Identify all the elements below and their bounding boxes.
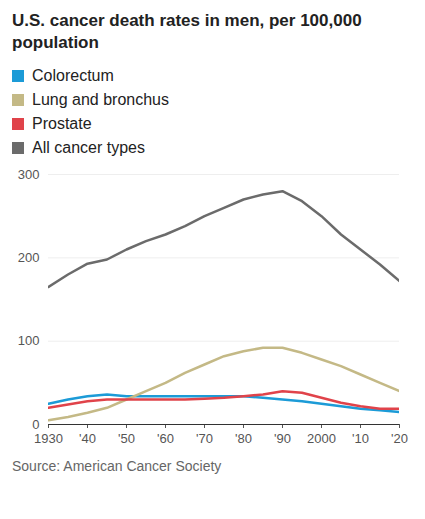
svg-text:'50: '50 xyxy=(118,431,135,446)
svg-text:'60: '60 xyxy=(157,431,174,446)
html-text:Colorectum: Colorectum xyxy=(32,67,114,84)
html-text:Lung and bronchus: Lung and bronchus xyxy=(32,91,169,108)
html-text:All cancer types: All cancer types xyxy=(32,139,145,156)
svg-text:'10: '10 xyxy=(352,431,369,446)
svg-text:200: 200 xyxy=(18,250,40,265)
svg-text:300: 300 xyxy=(18,167,40,182)
svg-text:'90: '90 xyxy=(274,431,291,446)
svg-text:'20: '20 xyxy=(391,431,408,446)
svg-text:'80: '80 xyxy=(235,431,252,446)
svg-text:'40: '40 xyxy=(79,431,96,446)
svg-text:'70: '70 xyxy=(196,431,213,446)
svg-text:0: 0 xyxy=(32,417,39,432)
html-text:Prostate: Prostate xyxy=(32,115,92,132)
html-text:U.S. cancer death rates in men: U.S. cancer death rates in men, per 100,… xyxy=(12,11,362,52)
html-text:Source: American Cancer Societ: Source: American Cancer Society xyxy=(12,458,222,474)
svg-text:1930: 1930 xyxy=(34,431,63,446)
svg-text:100: 100 xyxy=(18,333,40,348)
svg-text:2000: 2000 xyxy=(307,431,336,446)
